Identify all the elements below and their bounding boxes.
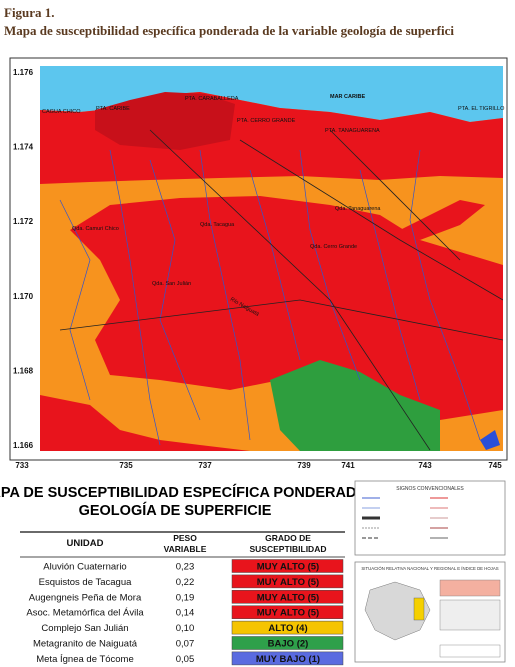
grade-label: ALTO (4) xyxy=(268,623,307,634)
table-header: PESO VARIABLE xyxy=(164,533,207,554)
place-label: Qda. Cerro Grande xyxy=(310,244,357,250)
place-label: Qda. San Julián xyxy=(152,281,191,287)
grade-cell xyxy=(231,636,344,650)
place-label: PTA. CARIBE xyxy=(96,106,130,112)
grade-label: MUY ALTO (5) xyxy=(257,592,319,603)
y-coordinate-label: 1.174 xyxy=(13,143,34,152)
place-label: PTA. EL TIGRILLO xyxy=(458,106,505,112)
legend-table: UNIDAD PESO VARIABLE GRADO DE SUSCEPTIBILIDA… xyxy=(20,531,345,666)
red-south xyxy=(40,395,250,451)
place-label: Qda. Camuri Chico xyxy=(72,226,119,232)
grade-label: MUY ALTO (5) xyxy=(257,562,319,573)
x-coordinate-label: 739 xyxy=(297,461,311,470)
y-coordinate-label: 1.172 xyxy=(13,217,34,226)
faults xyxy=(59,129,503,451)
unit-weight: 0,10 xyxy=(176,623,195,634)
x-coordinate-label: 735 xyxy=(119,461,133,470)
unit-weight: 0,05 xyxy=(176,654,195,665)
table-header: UNIDAD xyxy=(67,538,104,549)
place-label: CAGUA CHICO xyxy=(42,109,81,115)
map: MAR CARIBE PTA. CARABALLEDA PTA. CARIBE … xyxy=(9,57,508,470)
place-label: MAR CARIBE xyxy=(330,94,365,100)
urban xyxy=(95,92,235,150)
place-label: Qda. Tacagua xyxy=(200,222,235,228)
unit-weight: 0,07 xyxy=(176,639,195,650)
grade-cell xyxy=(231,605,344,619)
unit-name: Meta Ígnea de Tócome xyxy=(36,654,134,665)
place-label: Qda. Tanaguarena xyxy=(335,206,381,212)
grade-label: MUY ALTO (5) xyxy=(257,577,319,588)
place-label: PTA. CARABALLEDA xyxy=(185,96,239,102)
unit-name: Asoc. Metamórfica del Ávila xyxy=(26,608,144,619)
rivers xyxy=(59,149,481,446)
unit-name: Complejo San Julián xyxy=(41,623,128,634)
unit-weight: 0,19 xyxy=(176,592,195,603)
x-coordinate-label: 733 xyxy=(15,461,29,470)
legend-title: MAPA DE SUSCEPTIBILIDAD ESPECÍFICA PONDE… xyxy=(0,484,372,519)
y-coordinate-label: 1.166 xyxy=(13,441,34,450)
red-central xyxy=(70,196,503,420)
grade-label: BAJO (2) xyxy=(268,639,309,650)
y-coordinate-label: 1.170 xyxy=(13,292,34,301)
red-patch xyxy=(400,200,485,240)
grade-cell xyxy=(231,590,344,604)
grade-cell xyxy=(231,559,344,573)
grade-label: MUY BAJO (1) xyxy=(256,654,320,665)
y-coordinate-label: 1.176 xyxy=(13,68,34,77)
grade-cell xyxy=(231,574,344,589)
figure-label: Figura 1. xyxy=(4,5,55,20)
unit-weight: 0,14 xyxy=(176,608,195,619)
x-coordinate-label: 745 xyxy=(488,461,502,470)
figure-title: Mapa de susceptibilidad específica ponde… xyxy=(4,23,454,38)
signs-box: SIGNOS CONVENCIONALES xyxy=(354,480,506,556)
place-label: PTA. TANAGUARENA xyxy=(325,128,380,134)
unit-name: Aluvión Cuaternario xyxy=(43,562,126,573)
blue-zone xyxy=(480,430,500,450)
unit-name: Augengneis Peña de Mora xyxy=(29,592,142,603)
unit-name: Esquistos de Tacagua xyxy=(39,577,132,588)
grade-cell xyxy=(231,651,344,666)
table-header: GRADO DE SUSCEPTIBILIDAD xyxy=(250,533,327,554)
unit-weight: 0,22 xyxy=(176,577,195,588)
grade-label: MUY ALTO (5) xyxy=(257,608,319,619)
unit-name: Metagranito de Naiguatá xyxy=(33,639,138,650)
y-coordinate-label: 1.168 xyxy=(13,366,34,375)
green-zone xyxy=(270,360,440,451)
x-coordinate-label: 741 xyxy=(341,461,355,470)
sea xyxy=(40,66,503,122)
location-title: SITUACIÓN RELATIVA NACIONAL Y REGIONAL E… xyxy=(361,566,498,571)
x-coordinate-label: 737 xyxy=(198,461,212,470)
unit-weight: 0,23 xyxy=(176,562,195,573)
place-label: PTA. CERRO GRANDE xyxy=(237,118,296,124)
location-box: SITUACIÓN RELATIVA NACIONAL Y REGIONAL E… xyxy=(354,561,506,663)
signs-title: SIGNOS CONVENCIONALES xyxy=(396,486,464,492)
x-coordinate-label: 743 xyxy=(418,461,432,470)
grade-cell xyxy=(231,620,344,635)
